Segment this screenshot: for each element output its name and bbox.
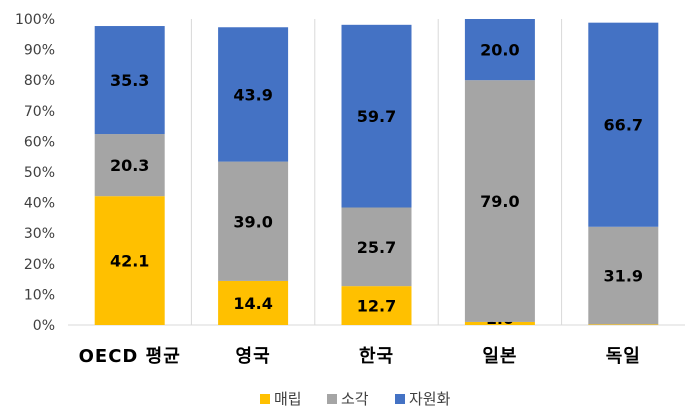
bar-segment — [588, 324, 659, 325]
bar-segment — [464, 19, 535, 81]
y-tick-label: 80% — [24, 73, 55, 89]
bar-segment — [341, 24, 412, 208]
legend-label: 매립 — [274, 390, 302, 408]
data-label: 14.4 — [233, 294, 272, 313]
x-category-label: 일본 — [482, 346, 517, 367]
data-label: 59.7 — [357, 107, 396, 126]
data-label: 66.7 — [604, 116, 643, 135]
bar-segment — [94, 196, 165, 325]
bar-segment — [218, 280, 289, 325]
bar-segment — [464, 321, 535, 325]
data-label: 35.3 — [110, 71, 149, 90]
y-tick-label: 60% — [24, 134, 55, 150]
x-category-label: 독일 — [606, 346, 641, 367]
data-label: 31.9 — [604, 267, 643, 286]
data-label: 39.0 — [233, 212, 272, 231]
bar-segment — [588, 226, 659, 325]
y-tick-label: 30% — [24, 226, 55, 242]
y-tick-label: 90% — [24, 43, 55, 59]
legend-label: 소각 — [341, 390, 369, 408]
x-category-label: 한국 — [359, 346, 394, 367]
bar-segment — [464, 80, 535, 322]
bar-segment — [218, 161, 289, 281]
bar-segment — [94, 26, 165, 135]
legend-swatch — [327, 394, 337, 404]
bar-segment — [588, 22, 659, 227]
data-label: 43.9 — [233, 85, 272, 104]
legend-label: 자원화 — [409, 390, 451, 408]
data-label: 20.0 — [480, 41, 519, 60]
x-category-label: 영국 — [236, 346, 271, 367]
legend-swatch — [260, 394, 270, 404]
y-tick-label: 0% — [33, 318, 55, 334]
y-tick-label: 70% — [24, 104, 55, 120]
y-tick-label: 50% — [24, 165, 55, 181]
bar-segment — [341, 207, 412, 287]
bar-segment — [218, 27, 289, 162]
y-tick-label: 20% — [24, 257, 55, 273]
y-tick-label: 40% — [24, 196, 55, 212]
data-label: 42.1 — [110, 252, 149, 271]
data-label: 79.0 — [480, 192, 519, 211]
y-tick-label: 100% — [15, 12, 55, 28]
legend-swatch — [395, 394, 405, 404]
bar-segment — [341, 286, 412, 325]
x-category-label: OECD 평균 — [79, 346, 181, 367]
data-label: 12.7 — [357, 297, 396, 316]
data-label: 25.7 — [357, 238, 396, 257]
data-label: 20.3 — [110, 156, 149, 175]
bar-segment — [94, 134, 165, 197]
y-tick-label: 10% — [24, 287, 55, 303]
